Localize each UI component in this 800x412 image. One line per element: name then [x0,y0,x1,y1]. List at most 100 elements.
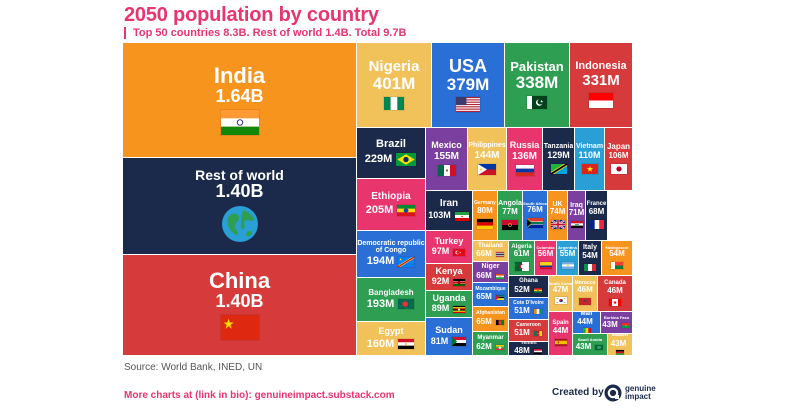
italy-flag-icon [583,262,597,272]
indonesia-flag-icon [588,91,614,109]
brand-line-2: impact [625,392,651,401]
more-charts-link[interactable]: More charts at (link in bio): genuineimp… [124,390,395,401]
tile-japan: Japan 106M [605,128,632,190]
tile-value-democratic-republic-of-congo: 194M [366,255,395,268]
japan-flag-icon [609,162,628,175]
thailand-flag-icon [494,251,505,259]
madagascar-flag-icon [610,260,624,270]
tile-name-usa: USA [448,55,487,76]
chart-title: 2050 population by country [124,4,379,26]
saudi-flag-icon [594,343,605,351]
tile-value-japan: 106M [608,150,629,160]
angola-flag-icon [501,218,519,231]
tile-uk: UK 74M [548,191,567,240]
tile-usa: USA 379M [432,43,504,127]
tile-value-argentina: 55M [559,249,576,259]
yemen-flag-icon [532,348,543,355]
tile-name-niger: Niger [481,263,500,271]
mexico-flag-icon [436,163,457,177]
egypt-flag-icon [397,337,416,350]
tile-russia: Russia 136M [507,128,542,190]
sudan-flag-icon [451,336,468,348]
tile-iran: Iran 103M [426,191,472,230]
tile-value-mali: 44M [577,317,593,327]
drc-flag-icon [397,255,416,268]
nigeria-flag-icon [383,95,405,111]
tile-name-myanmar: Myanmar [477,335,504,342]
iran-flag-icon [453,210,470,222]
tile-spain: Spain 44M [549,312,572,355]
southafrica-flag-icon [526,216,544,229]
tile-name-italy: Italy [582,244,597,252]
tile-name-canada: Canada [604,280,626,287]
tile-value-uganda: 89M [431,303,450,314]
southkorea-flag-icon [553,296,568,306]
tile-sudan: Sudan 81M [426,318,472,355]
tile-value-colombia: 56M [537,249,554,259]
tile-name-china: China [208,268,271,294]
created-by-label: Created by [552,387,604,398]
burkina-flag-icon [620,321,631,329]
ghana-flag-icon [532,286,543,294]
tile-value-ethiopia: 205M [365,204,394,217]
tile-indonesia: Indonesia 331M [570,43,632,127]
tile-brazil: Brazil 229M [357,128,425,178]
tile-burkina-faso: Burkina Faso 43M [601,312,632,333]
tile-name-south-africa: South Africa [523,201,547,206]
tile-mexico: Mexico 155M [426,128,467,190]
tile-saudi-arabia: Saudi Arabia 43M [573,334,607,355]
tanzania-flag-icon [549,162,568,175]
tile-value-morocco: 46M [577,285,593,295]
globe-icon [221,206,258,243]
tile-value-tanzania: 129M [547,149,570,160]
tile-value-iran: 103M [428,210,451,221]
myanmar-flag-icon [494,343,505,351]
tile-nigeria: Nigeria 401M [357,43,431,127]
source-note: Source: World Bank, INED, UN [124,362,263,373]
bangladesh-flag-icon [397,298,416,311]
tile-value-italy: 54M [582,250,598,260]
tile-value-algeria: 61M [513,249,530,259]
algeria-flag-icon [513,261,530,273]
tile-uganda: Uganda 89M [426,291,472,317]
tile-value-angola: 77M [502,206,518,216]
tile-name-colombia: Colombia [536,245,555,250]
tile-mozambique: Mozambique 65M [473,283,508,306]
tile-tanzania: Tanzania 129M [543,128,574,190]
tile-cameroon: Cameroon 51M [509,320,548,341]
tile-malawi: Malawi 43M [608,334,632,355]
canada-flag-icon [608,297,622,307]
brand-name: genuine impact [625,385,656,401]
tile-value-burkina-faso: 43M [602,319,618,329]
tile-value-malawi: 43M [610,338,627,348]
tile-name-russia: Russia [509,140,540,151]
tile-india: India 1.64B [123,43,356,157]
tile-name-germany: Germany [474,200,496,207]
tile-value-madagascar: 54M [609,249,625,259]
tile-name-uganda: Uganda [432,292,466,303]
germany-flag-icon [476,217,494,230]
tile-value-philippines: 144M [474,149,500,161]
tile-angola: Angola 77M [498,191,522,240]
tile-name-ghana: Ghana [519,278,538,285]
turkey-flag-icon [452,247,467,257]
tile-value-china: 1.40B [215,291,264,312]
tile-value-iraq: 71M [568,208,585,218]
tile-france: France 68M [586,191,607,240]
tile-name-south-korea: South Korea [549,280,572,286]
malawi-flag-icon [615,348,625,355]
tile-value-nigeria: 401M [372,74,416,94]
tile-madagascar: Madagascar 54M [602,241,632,275]
tile-value-turkey: 97M [431,246,450,257]
tile-iraq: Iraq 71M [568,191,585,240]
mozambique-flag-icon [494,294,505,302]
tile-value-sudan: 81M [430,335,449,346]
tile-argentina: Argentina 55M [557,241,578,275]
colombia-flag-icon [538,260,553,270]
vietnam-flag-icon [580,162,599,175]
tile-value-usa: 379M [446,74,490,94]
cameroon-flag-icon [532,330,543,338]
tile-value-uk: 74M [549,207,566,217]
tile-name-mexico: Mexico [431,140,462,151]
pakistan-flag-icon [526,94,548,110]
